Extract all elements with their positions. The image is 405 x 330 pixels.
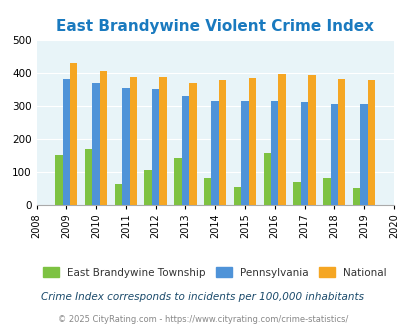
Bar	[181, 96, 189, 205]
Bar	[263, 153, 271, 205]
Bar	[322, 178, 330, 205]
Bar	[159, 77, 166, 205]
Text: Crime Index corresponds to incidents per 100,000 inhabitants: Crime Index corresponds to incidents per…	[41, 292, 364, 302]
Legend: East Brandywine Township, Pennsylvania, National: East Brandywine Township, Pennsylvania, …	[39, 263, 390, 282]
Bar	[271, 101, 278, 205]
Bar	[70, 63, 77, 205]
Bar	[337, 79, 345, 205]
Bar	[233, 187, 241, 205]
Bar	[241, 101, 248, 205]
Bar	[129, 77, 136, 205]
Bar	[92, 83, 100, 205]
Bar	[360, 104, 367, 205]
Bar	[330, 104, 337, 205]
Bar	[122, 88, 129, 205]
Bar	[62, 79, 70, 205]
Bar	[307, 75, 315, 205]
Bar	[189, 83, 196, 205]
Bar	[367, 80, 374, 205]
Bar	[292, 182, 300, 205]
Bar	[144, 170, 151, 205]
Bar	[218, 80, 226, 205]
Bar	[85, 148, 92, 205]
Bar	[151, 89, 159, 205]
Bar	[203, 178, 211, 205]
Bar	[211, 101, 218, 205]
Bar	[174, 158, 181, 205]
Text: © 2025 CityRating.com - https://www.cityrating.com/crime-statistics/: © 2025 CityRating.com - https://www.city…	[58, 315, 347, 324]
Bar	[352, 188, 360, 205]
Bar	[114, 184, 122, 205]
Bar	[248, 78, 256, 205]
Title: East Brandywine Violent Crime Index: East Brandywine Violent Crime Index	[56, 19, 373, 34]
Bar	[55, 155, 62, 205]
Bar	[278, 74, 285, 205]
Bar	[100, 71, 107, 205]
Bar	[300, 102, 307, 205]
